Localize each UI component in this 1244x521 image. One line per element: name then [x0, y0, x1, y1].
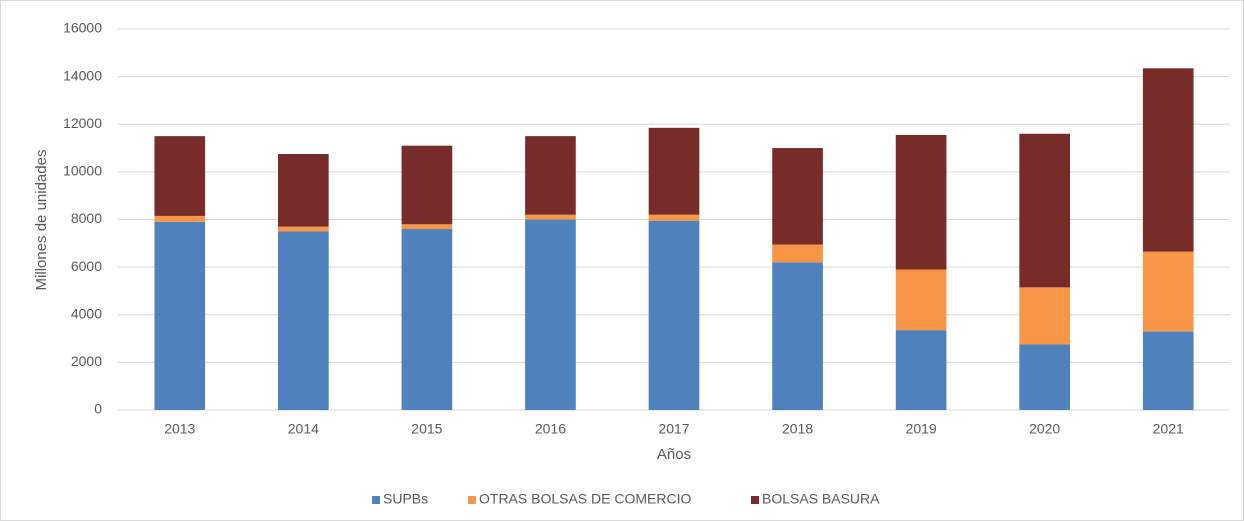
- bar-segment: [895, 330, 947, 410]
- bar-segment: [525, 214, 576, 220]
- bar-segment: [1142, 68, 1194, 252]
- x-axis-title: Años: [657, 446, 691, 463]
- y-axis-title: Millones de unidades: [33, 150, 50, 291]
- x-tick-label: 2020: [1029, 421, 1060, 437]
- bar-segment: [1142, 251, 1194, 332]
- legend-label: OTRAS BOLSAS DE COMERCIO: [479, 491, 691, 507]
- x-tick-label: 2021: [1153, 421, 1184, 437]
- bar-segment: [772, 148, 823, 245]
- y-tick-label: 12000: [63, 115, 102, 131]
- bar-segment: [525, 136, 576, 215]
- legend-swatch: [372, 496, 380, 504]
- x-tick-label: 2018: [782, 421, 813, 437]
- y-tick-label: 6000: [71, 258, 102, 274]
- bar-segment: [401, 229, 453, 410]
- y-tick-label: 4000: [71, 305, 102, 321]
- bar-segment: [648, 220, 700, 410]
- x-tick-label: 2015: [411, 421, 442, 437]
- bar-segment: [648, 127, 700, 215]
- bar-segment: [154, 215, 206, 222]
- y-tick-label: 16000: [63, 20, 102, 36]
- y-tick-label: 0: [94, 401, 102, 417]
- y-tick-label: 2000: [71, 353, 102, 369]
- bar-segment: [401, 145, 453, 225]
- bar-segment: [648, 214, 700, 221]
- y-tick-label: 14000: [63, 67, 102, 83]
- bar-segment: [1019, 344, 1070, 410]
- bar-segment: [154, 136, 206, 216]
- bar-segment: [895, 134, 947, 270]
- x-tick-label: 2019: [906, 421, 937, 437]
- x-tick-label: 2013: [164, 421, 195, 437]
- bar-segment: [278, 226, 329, 232]
- bar-segment: [401, 224, 453, 230]
- legend-label: BOLSAS BASURA: [762, 491, 880, 507]
- legend-label: SUPBs: [383, 491, 428, 507]
- y-tick-label: 8000: [71, 210, 102, 226]
- bar-segment: [1019, 133, 1070, 288]
- bar-segment: [772, 244, 823, 263]
- y-tick-label: 10000: [63, 163, 102, 179]
- bar-segment: [154, 221, 206, 410]
- bar-segment: [278, 231, 329, 410]
- legend-swatch: [468, 496, 476, 504]
- x-tick-label: 2016: [535, 421, 566, 437]
- bar-segment: [1019, 287, 1070, 345]
- bar-segment: [525, 219, 576, 410]
- legend-swatch: [751, 496, 759, 504]
- x-tick-label: 2017: [658, 421, 689, 437]
- bar-segment: [1142, 331, 1194, 410]
- bar-segment: [895, 269, 947, 331]
- x-tick-label: 2014: [288, 421, 319, 437]
- bar-segment: [772, 262, 823, 410]
- bar-segment: [278, 154, 329, 227]
